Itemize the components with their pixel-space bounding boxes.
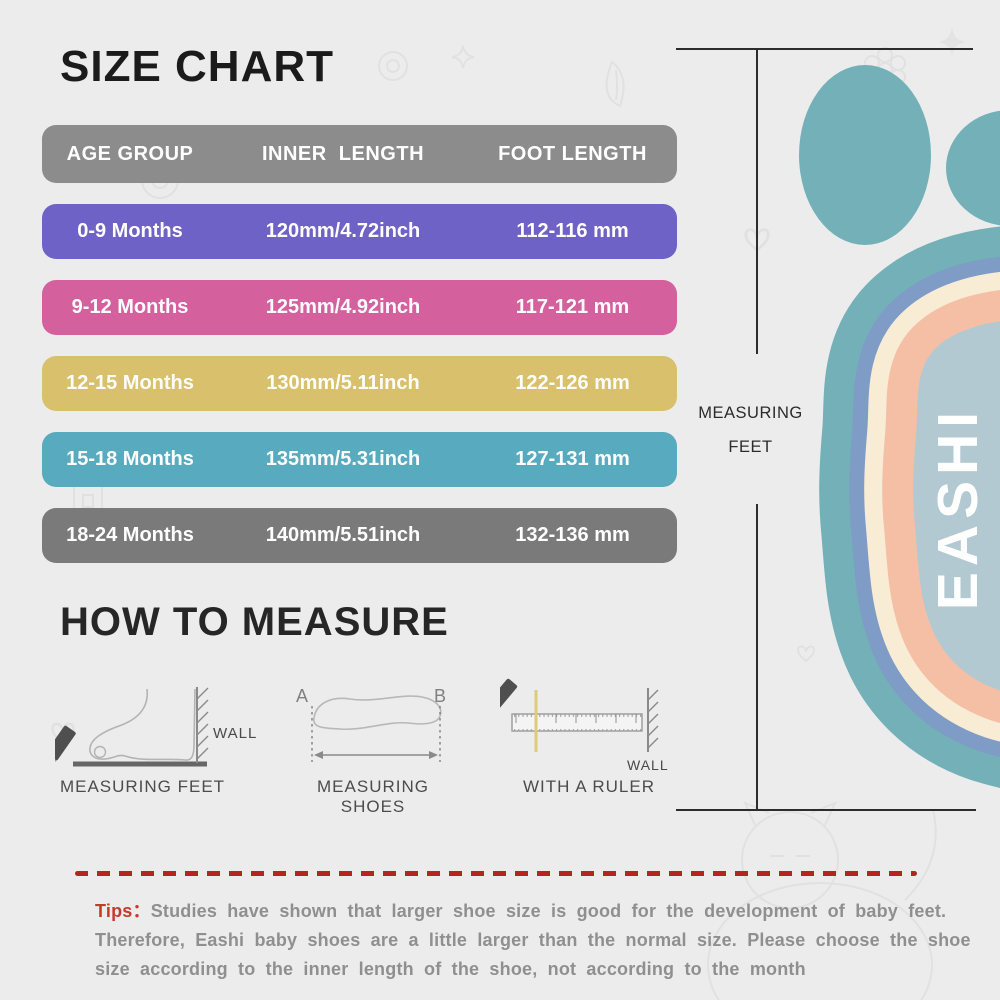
inner-length-cell: 125mm/4.92inch	[265, 296, 421, 318]
ruler-illustration: WALL	[500, 678, 669, 773]
foot-length-cell: 117-121 mm	[515, 296, 630, 318]
page-title: SIZE CHART	[60, 42, 334, 91]
caption-with-a-ruler: WITH A RULER	[523, 777, 655, 796]
inner-length-cell: 120mm/4.72inch	[265, 220, 421, 242]
size-table: AGE GROUP INNER LENGTH FOOT LENGTH 0-9 M…	[42, 125, 677, 563]
table-header-row: AGE GROUP INNER LENGTH FOOT LENGTH	[42, 125, 677, 183]
tips-text-1: Studies have shown that larger shoe size…	[150, 901, 947, 921]
age-cell: 12-15 Months	[66, 372, 194, 394]
caption-measuring-shoes: MEASURING SHOES	[317, 777, 429, 816]
foot-center	[913, 321, 1000, 691]
tips-line-3: size according to the inner length of th…	[95, 959, 806, 979]
tips-paragraph: Tips：Studies have shown that larger shoe…	[95, 897, 971, 984]
table-row: 18-24 Months 140mm/5.51inch 132-136 mm	[42, 508, 677, 563]
second-toe	[946, 110, 1000, 226]
dimension-line-top	[676, 48, 973, 50]
foot-profile-outline	[89, 688, 196, 761]
wall-hatch-icon	[196, 687, 209, 763]
foot-length-cell: 112-116 mm	[516, 220, 629, 242]
measuring-feet-label-line1: MEASURING	[698, 404, 803, 422]
circle-doodle-icon	[378, 51, 408, 81]
tips-label: Tips：	[95, 901, 151, 921]
ruler-ticks	[512, 714, 642, 731]
foot-sole-illustration	[799, 65, 1000, 788]
table-row: 12-15 Months 130mm/5.11inch 122-126 mm	[42, 356, 677, 411]
table-row: 15-18 Months 135mm/5.31inch 127-131 mm	[42, 432, 677, 487]
dimension-line-vertical-upper	[756, 48, 758, 354]
table-row: 9-12 Months 125mm/4.92inch 117-121 mm	[42, 280, 677, 335]
length-arrow-icon	[314, 751, 438, 759]
red-dashed-divider	[75, 871, 917, 876]
foot-length-cell: 127-131 mm	[515, 448, 630, 470]
wall-label: WALL	[627, 757, 669, 773]
age-cell: 9-12 Months	[71, 296, 189, 318]
how-to-measure-title: HOW TO MEASURE	[60, 600, 449, 644]
caption-measuring-feet: MEASURING FEET	[59, 777, 226, 796]
point-b-label: B	[434, 686, 446, 706]
brand-logo-text: EASHI	[926, 405, 990, 611]
header-inner-length: INNER LENGTH	[261, 142, 425, 165]
age-cell: 15-18 Months	[66, 448, 194, 470]
foot-length-cell: 122-126 mm	[515, 372, 630, 394]
age-cell: 18-24 Months	[66, 524, 194, 546]
tips-line-2: Therefore, Eashi baby shoes are a little…	[95, 930, 971, 950]
tips-line-1: Tips：Studies have shown that larger shoe…	[95, 897, 971, 926]
ruler-major-ticks	[515, 714, 637, 723]
dimension-line-bottom	[676, 809, 976, 811]
foot-length-cell: 132-136 mm	[515, 524, 630, 546]
header-age-group: AGE GROUP	[66, 142, 194, 165]
pencil-icon	[55, 725, 76, 767]
inner-length-cell: 135mm/5.31inch	[265, 448, 421, 470]
measuring-feet-illustration: WALL	[55, 687, 257, 767]
sparkle-doodle-icon	[451, 45, 475, 69]
wall-label: WALL	[213, 725, 257, 742]
toe-outline	[93, 745, 107, 759]
shoe-sole-outline	[313, 695, 442, 731]
inner-length-cell: 130mm/5.11inch	[266, 372, 420, 394]
leaf-doodle-icon	[605, 60, 625, 108]
dimension-line-vertical-lower	[756, 504, 758, 811]
age-cell: 0-9 Months	[77, 220, 183, 242]
big-toe	[799, 65, 931, 245]
measuring-shoes-illustration: A B	[296, 686, 446, 762]
table-row: 0-9 Months 120mm/4.72inch 112-116 mm	[42, 204, 677, 259]
header-foot-length: FOOT LENGTH	[498, 142, 647, 165]
pencil-icon	[500, 678, 518, 709]
wall-hatch-icon	[647, 688, 659, 752]
inner-length-cell: 140mm/5.51inch	[265, 524, 421, 546]
measuring-feet-label-line2: FEET	[728, 438, 773, 456]
point-a-label: A	[296, 686, 308, 706]
